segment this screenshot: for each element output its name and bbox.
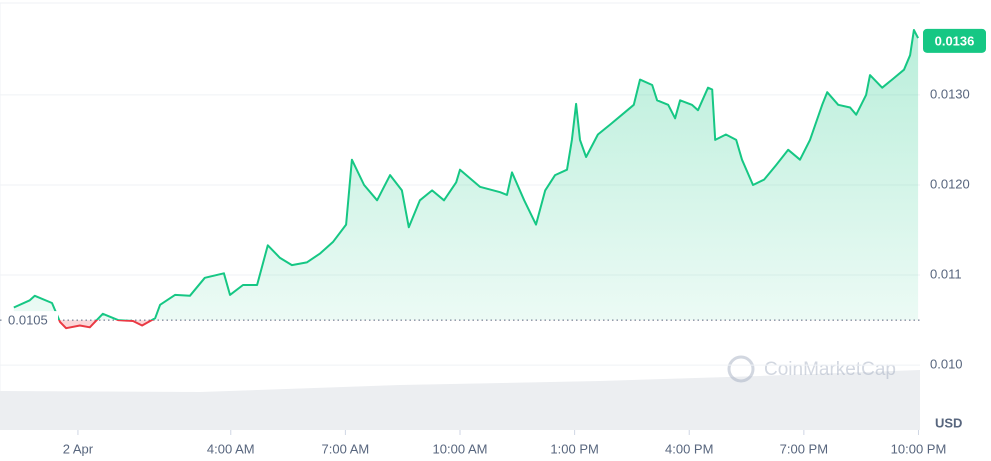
- reference-label-bg: [2, 311, 58, 330]
- y-tick-label: 0.0120: [930, 176, 970, 191]
- current-price-badge: [923, 28, 986, 53]
- x-tick-label: 2 Apr: [63, 441, 94, 456]
- x-tick-label: 7:00 AM: [322, 441, 370, 456]
- watermark-text: CoinMarketCap: [764, 359, 896, 380]
- y-axis-label: USD: [935, 415, 962, 430]
- x-tick-label: 1:00 PM: [550, 441, 598, 456]
- y-tick-label: 0.0130: [930, 86, 970, 101]
- x-tick-label: 4:00 AM: [207, 441, 255, 456]
- price-line: [13, 29, 919, 330]
- y-tick-label: 0.011: [930, 266, 962, 281]
- current-price-label: 0.0136: [935, 33, 975, 48]
- x-tick-label: 7:00 PM: [780, 441, 828, 456]
- watermark: CoinMarketCap: [727, 355, 896, 383]
- volume-area: [0, 370, 920, 430]
- reference-label: 0.0105: [8, 313, 48, 328]
- x-tick-label: 10:00 PM: [891, 441, 947, 456]
- watermark-logo: [727, 355, 755, 383]
- x-tick-label: 4:00 PM: [665, 441, 713, 456]
- y-tick-label: 0.010: [930, 357, 963, 372]
- area-fill-below: [59, 320, 152, 329]
- x-tick-label: 10:00 AM: [433, 441, 488, 456]
